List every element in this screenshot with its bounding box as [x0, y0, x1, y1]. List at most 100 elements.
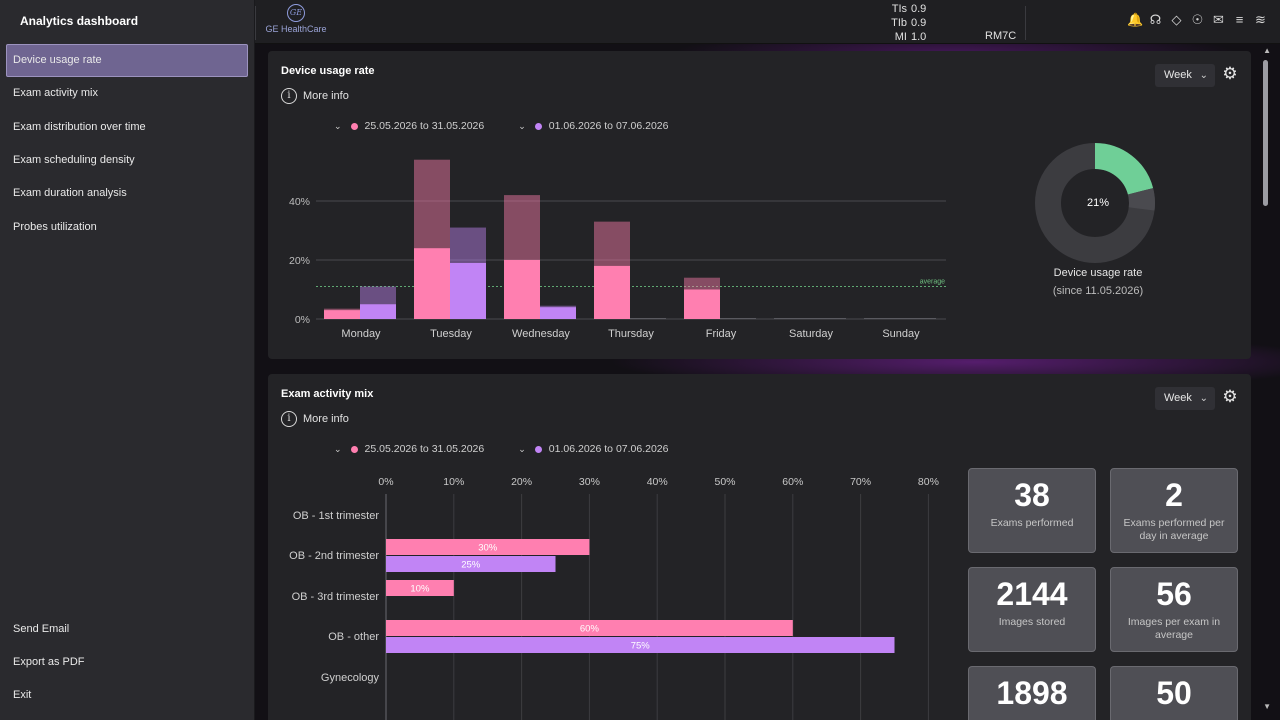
sidebar-item-probes-utilization[interactable]: Probes utilization: [13, 221, 97, 233]
donut-subtitle: (since 11.05.2026): [1052, 285, 1144, 297]
exam-activity-bar-chart: 0% 10% 20% 30% 40% 50% 60% 70% 80% OB - 1st trime…: [289, 476, 939, 720]
bar-2: [540, 307, 576, 319]
stat-label: Exams performed: [990, 517, 1074, 529]
legend-label: 01.06.2026 to 07.06.2026: [548, 443, 669, 455]
bar-value-label: 60%: [580, 624, 600, 635]
scroll-up-icon[interactable]: ▲: [1263, 46, 1271, 55]
bar-empty: [864, 318, 900, 319]
x-tick-label: Sunday: [882, 328, 920, 340]
bar-2: [386, 556, 556, 572]
info-icon: i: [281, 411, 297, 427]
bar-empty: [630, 318, 666, 319]
y-tick-label: OB - 3rd trimester: [292, 591, 380, 603]
more-info-link[interactable]: i More info: [281, 411, 349, 427]
gear-icon[interactable]: ⚙: [1222, 387, 1238, 406]
scrollbar-thumb[interactable]: [1263, 60, 1268, 206]
send-email-button[interactable]: Send Email: [13, 623, 70, 635]
range-select[interactable]: Week ⌄: [1155, 387, 1215, 410]
top-bar: GE GE HealthCare TIs 0.9 TIb 0.9 MI 1.0 RM7…: [255, 0, 1280, 44]
tag-icon[interactable]: ◇: [1171, 12, 1182, 27]
scroll-down-icon[interactable]: ▼: [1263, 702, 1271, 711]
legend-item-period-2[interactable]: ⌄ 01.06.2026 to 07.06.2026: [518, 120, 668, 132]
y-tick-label: OB - 2nd trimester: [289, 550, 379, 562]
stat-value: 2144: [996, 576, 1068, 612]
bar-1: [414, 248, 450, 319]
range-select-value: Week: [1164, 69, 1192, 81]
more-info-label: More info: [303, 90, 349, 102]
y-tick-label: 40%: [289, 196, 310, 208]
sidebar-item-exam-distribution[interactable]: Exam distribution over time: [13, 121, 146, 133]
legend-dot: [350, 122, 358, 130]
legend-dot: [534, 445, 542, 453]
list-icon[interactable]: ≡: [1235, 12, 1244, 27]
bar-empty: [720, 318, 756, 319]
x-tick-label: 40%: [647, 476, 668, 488]
exam-activity-panel: Exam activity mix i More info Week ⌄ ⚙ ⌄…: [268, 374, 1251, 720]
bell-icon[interactable]: 🔔: [1127, 12, 1144, 27]
x-tick-label: Wednesday: [512, 328, 570, 340]
bar-empty: [774, 318, 810, 319]
stat-card-6: 50: [1110, 666, 1238, 720]
headset-icon[interactable]: ☊: [1149, 12, 1162, 27]
y-tick-label: OB - other: [328, 631, 379, 643]
header-divider: [1025, 6, 1026, 40]
stat-label: Exams performed per day in average: [1123, 517, 1225, 542]
index-tis: TIs 0.9: [891, 3, 927, 15]
donut-secondary-arc: [1127, 188, 1155, 211]
bar-2: [450, 262, 486, 319]
legend-item-period-2[interactable]: ⌄ 01.06.2026 to 07.06.2026: [518, 443, 668, 455]
x-tick-label: Thursday: [608, 328, 654, 340]
average-label: average: [920, 279, 945, 286]
mail-icon[interactable]: ✉: [1213, 12, 1224, 27]
x-tick-label: Friday: [706, 328, 737, 340]
status-icons: 🔔 ☊ ◇ ☉ ✉ ≡ ≋: [1127, 12, 1268, 28]
bar-2: [386, 637, 895, 653]
bar-empty: [810, 318, 846, 319]
chevron-down-icon: ⌄: [518, 120, 526, 131]
y-tick-label: 0%: [295, 314, 310, 326]
donut-value: 21%: [1086, 197, 1110, 209]
chart-legend: ⌄ 25.05.2026 to 31.05.2026 ⌄ 01.06.2026 …: [334, 120, 703, 132]
sidebar-item-device-usage-rate[interactable]: Device usage rate: [6, 44, 248, 77]
exit-button[interactable]: Exit: [13, 689, 32, 701]
export-pdf-button[interactable]: Export as PDF: [13, 656, 85, 668]
gear-icon[interactable]: ⚙: [1222, 64, 1238, 83]
chevron-down-icon: ⌄: [518, 443, 526, 454]
x-tick-label: Saturday: [789, 328, 834, 340]
legend-item-period-1[interactable]: ⌄ 25.05.2026 to 31.05.2026: [334, 443, 484, 455]
more-info-link[interactable]: i More info: [281, 88, 349, 104]
sidebar-item-exam-duration-analysis[interactable]: Exam duration analysis: [13, 187, 127, 199]
bar-value-label: 75%: [631, 641, 651, 652]
device-usage-panel: Device usage rate i More info Week ⌄ ⚙ ⌄…: [268, 51, 1251, 359]
bar-empty: [900, 318, 936, 319]
range-select[interactable]: Week ⌄: [1155, 64, 1215, 87]
panel-title: Device usage rate: [281, 65, 375, 77]
x-tick-label: 70%: [850, 476, 871, 488]
x-tick-label: 80%: [918, 476, 939, 488]
legend-item-period-1[interactable]: ⌄ 25.05.2026 to 31.05.2026: [334, 120, 484, 132]
x-tick-label: 20%: [511, 476, 532, 488]
x-tick-label: 50%: [714, 476, 735, 488]
y-tick-label: OB - 1st trimester: [293, 510, 380, 522]
sidebar-item-exam-activity-mix[interactable]: Exam activity mix: [13, 87, 98, 99]
bar-value-label: 25%: [461, 560, 481, 571]
stat-value: 50: [1156, 675, 1192, 711]
usb-icon[interactable]: ☉: [1191, 12, 1204, 27]
bar-1: [386, 620, 793, 636]
chevron-down-icon: ⌄: [334, 443, 342, 454]
info-icon: i: [281, 88, 297, 104]
y-tick-label: Gynecology: [321, 672, 380, 684]
stat-card-exams-per-day: 2 Exams performed per day in average: [1110, 468, 1238, 553]
x-tick-label: 60%: [782, 476, 803, 488]
x-tick-label: 10%: [443, 476, 464, 488]
stat-value: 56: [1156, 576, 1192, 612]
bar-1: [386, 580, 454, 596]
chevron-down-icon: ⌄: [334, 120, 342, 131]
stat-value: 2: [1165, 477, 1183, 513]
probe-name: RM7C: [985, 30, 1017, 42]
bar-1: [594, 265, 630, 319]
sidebar-item-exam-scheduling-density[interactable]: Exam scheduling density: [13, 154, 135, 166]
legend-dot: [534, 122, 542, 130]
wifi-icon[interactable]: ≋: [1255, 12, 1266, 27]
x-tick-label: 30%: [579, 476, 600, 488]
